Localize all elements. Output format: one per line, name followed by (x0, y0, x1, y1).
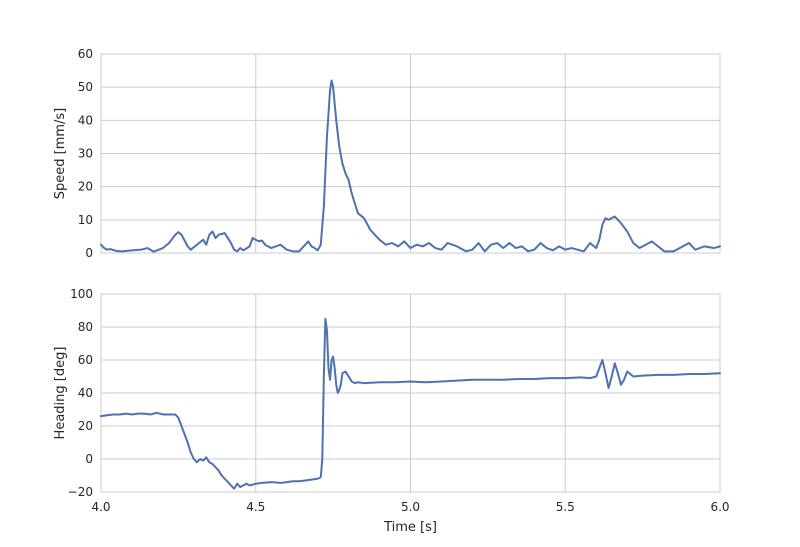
heading-panel: −20 0 20 40 60 80 100 4.0 4.5 5.0 5.5 6.0 Heading … (53, 287, 730, 535)
heading-y-tick-label: 40 (78, 386, 93, 400)
heading-x-ticks: 4.0 4.5 5.0 5.5 6.0 (91, 500, 729, 514)
heading-y-tick-label: 20 (78, 419, 93, 433)
speed-y-tick-label: 30 (78, 147, 93, 161)
heading-series-line (100, 317, 721, 490)
heading-y-tick-label: 0 (85, 452, 93, 466)
x-tick-label: 5.5 (556, 500, 575, 514)
speed-y-ticks: 0 10 20 30 40 50 60 (78, 47, 93, 260)
heading-y-axis-label: Heading [deg] (53, 347, 68, 440)
heading-y-tick-label: 80 (78, 320, 93, 334)
x-axis-label: Time [s] (383, 520, 437, 535)
heading-y-tick-label: −20 (68, 485, 93, 499)
x-tick-label: 5.0 (401, 500, 420, 514)
heading-plot-frame (100, 293, 721, 493)
speed-y-axis-label: Speed [mm/s] (53, 108, 68, 200)
speed-y-tick-label: 20 (78, 180, 93, 194)
speed-y-tick-label: 50 (78, 80, 93, 94)
x-tick-label: 6.0 (710, 500, 729, 514)
speed-plot-frame (100, 53, 721, 254)
heading-y-ticks: −20 0 20 40 60 80 100 (68, 287, 93, 499)
speed-y-tick-label: 0 (85, 246, 93, 260)
heading-y-tick-label: 60 (78, 353, 93, 367)
x-tick-label: 4.5 (246, 500, 265, 514)
heading-y-tick-label: 100 (70, 287, 93, 301)
speed-y-tick-label: 40 (78, 113, 93, 127)
speed-y-tick-label: 60 (78, 47, 93, 61)
speed-series-line (100, 79, 721, 253)
speed-panel: 0 10 20 30 40 50 60 Speed [mm/s] (53, 47, 721, 260)
speed-y-tick-label: 10 (78, 213, 93, 227)
x-tick-label: 4.0 (91, 500, 110, 514)
